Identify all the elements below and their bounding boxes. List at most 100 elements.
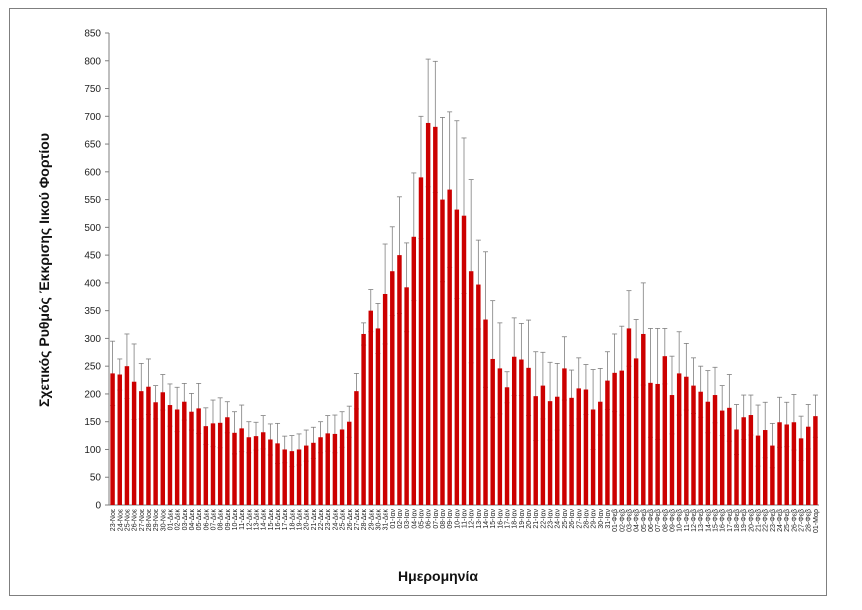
x-tick-label: 30-Ιαν: [598, 509, 605, 529]
bar: [131, 381, 137, 505]
y-tick-label: 750: [84, 84, 101, 95]
x-tick-label: 15-Ιαν: [490, 509, 497, 529]
x-tick-label: 08-Δεκ: [218, 509, 225, 531]
x-tick-label: 31-Ιαν: [605, 509, 612, 529]
y-tick-label: 500: [84, 223, 101, 234]
y-tick-label: 300: [84, 334, 101, 345]
x-tick-label: 25-Φεβ: [784, 509, 791, 532]
bar: [318, 437, 323, 505]
x-tick-label: 26-Δεκ: [347, 509, 354, 531]
y-tick-label: 200: [84, 389, 101, 400]
bar: [153, 402, 158, 505]
x-tick-label: 04-Φεβ: [634, 509, 641, 532]
x-tick-label: 11-Δεκ: [239, 509, 246, 530]
y-tick-label: 50: [90, 473, 102, 484]
bar: [117, 374, 122, 505]
bar: [712, 395, 718, 505]
bars: [110, 122, 818, 506]
bar: [433, 126, 438, 505]
x-tick-label: 07-Φεβ: [655, 509, 662, 532]
x-tick-label: 23-Δεκ: [325, 509, 332, 531]
x-tick-label: 08-Ιαν: [440, 509, 447, 529]
bar: [612, 372, 617, 505]
bar: [268, 439, 273, 505]
x-tick-label: 17-Φεβ: [727, 509, 734, 532]
x-tick-label: 25-Δεκ: [340, 509, 347, 531]
bar: [139, 391, 144, 505]
y-tick-label: 650: [84, 140, 101, 151]
x-tick-label: 27-Φεβ: [799, 509, 806, 532]
x-tick-label: 06-Φεβ: [648, 509, 655, 532]
x-tick-label: 12-Ιαν: [469, 509, 476, 529]
bar: [425, 122, 431, 506]
x-tick-label: 30-Νοε: [160, 509, 167, 531]
x-tick-label: 12-Δεκ: [246, 509, 253, 531]
x-tick-label: 01-Φεβ: [612, 509, 619, 532]
x-tick-label: 06-Δεκ: [203, 509, 210, 531]
y-tick-label: 600: [84, 167, 101, 178]
bar: [691, 385, 696, 505]
x-tick-label: 26-Ιαν: [569, 509, 576, 529]
x-tick-label: 04-Ιαν: [411, 509, 418, 529]
bar: [476, 284, 481, 505]
x-tick-label: 28-Φεβ: [806, 509, 813, 532]
x-tick-label: 29-Ιαν: [591, 509, 598, 529]
x-tick-label: 15-Δεκ: [268, 509, 275, 531]
x-tick-label: 20-Δεκ: [304, 509, 311, 531]
x-tick-label: 09-Ιαν: [447, 509, 454, 529]
y-tick-label: 850: [84, 29, 101, 40]
bar: [633, 358, 639, 505]
bar: [684, 376, 689, 505]
bar: [540, 385, 546, 505]
bar: [598, 401, 603, 505]
bar: [411, 236, 417, 506]
bar: [232, 432, 237, 505]
x-tick-label: 10-Φεβ: [677, 509, 684, 532]
bar: [440, 199, 445, 505]
bar: [655, 383, 660, 505]
bar: [777, 422, 782, 505]
x-tick-label: 27-Δεκ: [354, 509, 361, 531]
y-tick-label: 0: [95, 501, 101, 512]
x-tick-label: 13-Δεκ: [254, 509, 261, 531]
y-tick-label: 350: [84, 306, 101, 317]
x-tick-label: 29-Δεκ: [368, 509, 375, 531]
bar: [526, 367, 531, 505]
bar: [719, 410, 725, 505]
bar: [648, 382, 653, 505]
bar: [490, 358, 495, 505]
y-tick-label: 100: [84, 445, 101, 456]
bar: [404, 287, 409, 505]
bar: [748, 415, 754, 505]
x-tick-label: 28-Νοε: [146, 509, 153, 531]
bar: [511, 356, 517, 505]
y-tick-label: 450: [84, 251, 101, 262]
x-tick-label: 24-Νοε: [117, 509, 124, 531]
bar: [260, 432, 266, 505]
bar: [447, 189, 452, 505]
bar: [755, 435, 761, 505]
x-tick-label: 09-Φεβ: [669, 509, 676, 532]
x-tick-label: 16-Δεκ: [275, 509, 282, 531]
bar: [182, 401, 187, 505]
x-tick-label: 11-Ιαν: [462, 509, 469, 529]
x-tick-label: 05-Ιαν: [418, 509, 425, 529]
bar: [289, 451, 295, 505]
bar: [762, 430, 768, 505]
x-tick-label: 17-Δεκ: [282, 509, 289, 531]
bar: [619, 370, 624, 505]
bar: [626, 328, 632, 505]
x-tick-label: 03-Ιαν: [404, 509, 411, 529]
x-tick-label: 18-Ιαν: [512, 509, 519, 529]
bar: [547, 401, 553, 505]
x-tick-label: 10-Ιαν: [454, 509, 461, 529]
bar: [727, 407, 732, 505]
x-tick-label: 02-Ιαν: [397, 509, 404, 529]
x-tick-label: 18-Φεβ: [734, 509, 741, 532]
bar: [461, 215, 467, 505]
x-tick-label: 20-Ιαν: [526, 509, 533, 529]
y-tick-label: 250: [84, 362, 101, 373]
x-tick-label: 07-Ιαν: [433, 509, 440, 529]
bar: [354, 391, 359, 505]
